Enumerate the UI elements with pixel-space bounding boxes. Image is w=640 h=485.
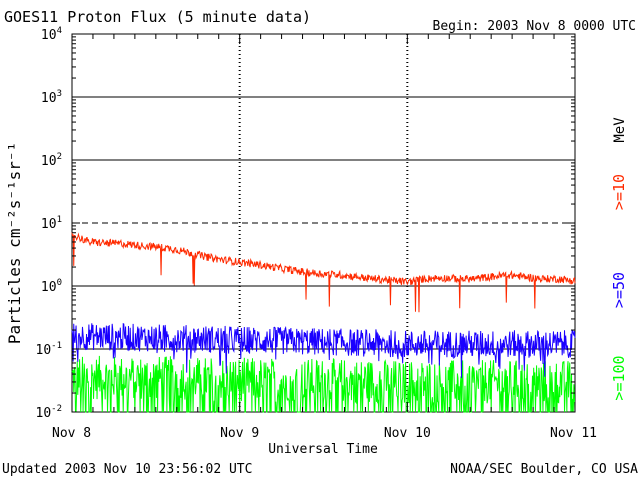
x-axis-ticks: Nov 8 Nov 9 Nov 10 Nov 11: [52, 34, 597, 441]
x-tick-label: Nov 9: [220, 426, 259, 441]
y-tick-label: 104: [41, 26, 62, 43]
y-tick-label: 10-1: [36, 341, 63, 358]
updated-timestamp: Updated 2003 Nov 10 23:56:02 UTC: [2, 462, 252, 477]
y-axis-ticks: 10-2 10-1 100 101 102 103 104: [36, 26, 575, 421]
legend-ge100: >=100: [610, 355, 628, 400]
series-ge10-line: [71, 232, 576, 313]
x-tick-label: Nov 8: [52, 426, 91, 441]
begin-date: Begin: 2003 Nov 8 0000 UTC: [433, 19, 637, 34]
y-tick-label: 103: [41, 89, 62, 106]
y-tick-label: 101: [41, 215, 62, 232]
y-tick-label: 102: [41, 152, 62, 169]
series-layer: [71, 232, 576, 413]
legend-ge10: >=10: [610, 174, 628, 210]
x-tick-label: Nov 11: [550, 426, 597, 441]
x-tick-label: Nov 10: [384, 426, 431, 441]
legend-unit-mev: MeV: [612, 117, 628, 143]
gridlines: [72, 96, 575, 350]
credit-text: NOAA/SEC Boulder, CO USA: [450, 462, 638, 477]
y-tick-label: 10-2: [36, 404, 63, 421]
y-tick-label: 100: [41, 278, 62, 295]
x-axis-label: Universal Time: [268, 442, 378, 457]
chart-title: GOES11 Proton Flux (5 minute data): [4, 8, 311, 26]
y-axis-label: Particles cm⁻²s⁻¹sr⁻¹: [5, 142, 24, 344]
series-ge50-line: [71, 322, 576, 379]
legend-ge50: >=50: [610, 272, 628, 308]
